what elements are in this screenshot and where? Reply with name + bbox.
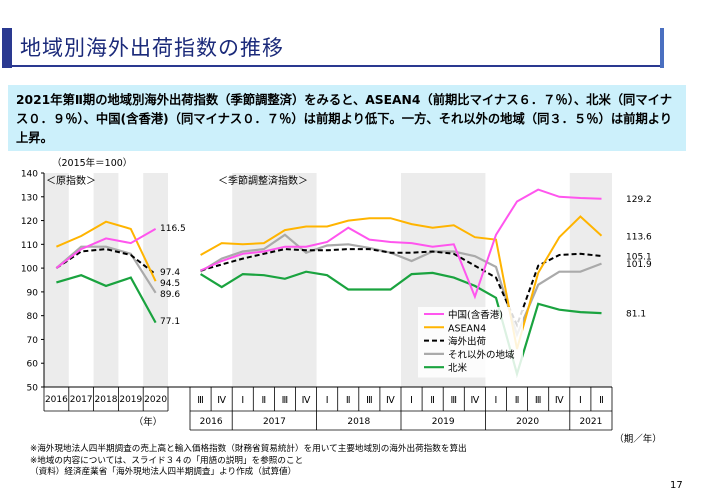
quarter-x-tick-label: Ⅳ [555, 395, 564, 406]
y-tick-label: 110 [21, 241, 38, 251]
page-number: 17 [670, 480, 683, 491]
annual-x-tick-label: 2019 [119, 395, 142, 405]
series-line-quarterly [200, 188, 602, 300]
year-label: 2018 [347, 417, 370, 427]
legend-label: 中国(含香港) [448, 309, 503, 321]
quarterly-data-label: 81.1 [626, 310, 646, 320]
quarter-x-tick-label: Ⅰ [579, 395, 582, 406]
left-panel-label: ＜原指数＞ [46, 174, 96, 187]
y-tick-label: 140 [21, 170, 38, 180]
year-label: 2019 [432, 417, 455, 427]
summary-box: 2021年第Ⅱ期の地域別海外出荷指数（季節調整済）をみると、ASEAN4（前期比… [8, 85, 686, 151]
quarter-x-tick-label: Ⅱ [515, 395, 520, 406]
legend-label: 北米 [448, 362, 468, 374]
annual-band [93, 173, 119, 387]
series-line-quarterly [200, 215, 603, 350]
quarter-x-tick-label: Ⅱ [430, 395, 435, 406]
footnote-3: （資料）経済産業省「海外現地法人四半期調査」より作成（試算値） [30, 467, 297, 477]
quarter-x-tick-label: Ⅲ [197, 395, 204, 406]
annual-x-tick-label: 2018 [95, 395, 118, 405]
footnote-1: ※海外現地法人四半期調査の売上高と輸入価格指数（財務省貿易統計）を用いて主要地域… [30, 444, 467, 454]
series-line-quarterly [200, 270, 602, 378]
quarter-x-tick-label: Ⅲ [535, 395, 542, 406]
y-tick-label: 60 [27, 360, 39, 370]
quarterly-data-label: 101.9 [626, 260, 652, 270]
year-label: 2021 [579, 417, 602, 427]
quarter-band [232, 173, 317, 387]
title-underline [10, 65, 662, 67]
quarterly-data-label: 105.1 [626, 252, 652, 262]
series-line-annual [56, 274, 157, 324]
title-right-rule [660, 28, 664, 68]
series-line-quarterly [200, 233, 602, 338]
annual-x-tick-label: 2017 [70, 395, 93, 405]
page-title: 地域別海外出荷指数の推移 [20, 36, 284, 60]
y-tick-label: 80 [27, 312, 39, 322]
annual-data-label: 97.4 [160, 268, 180, 278]
quarter-x-tick-label: Ⅲ [450, 395, 457, 406]
quarter-unit-label: （期／年） [614, 433, 662, 445]
series-line-annual [56, 220, 157, 282]
series-line-annual [55, 228, 157, 269]
quarter-x-tick-label: Ⅰ [495, 395, 498, 406]
annual-data-label: 94.5 [160, 279, 180, 289]
y-tick-label: 120 [21, 217, 38, 227]
annual-data-label: 89.6 [160, 290, 180, 300]
right-panel-label: ＜季節調整済指数＞ [218, 174, 308, 187]
y-tick-label: 50 [27, 384, 39, 394]
footnote-2: ※地域の内容については、スライド３４の「用語の説明」を参照のこと [30, 455, 304, 466]
annual-data-label: 116.5 [160, 224, 186, 234]
year-label: 2017 [263, 417, 286, 427]
y-tick-label: 100 [21, 265, 38, 275]
quarter-x-tick-label: Ⅳ [217, 395, 226, 406]
quarter-band [569, 173, 612, 387]
quarter-x-tick-label: Ⅰ [241, 395, 244, 406]
series-line-annual [55, 248, 157, 276]
annual-unit-label: （年） [134, 416, 163, 428]
annual-x-tick-label: 2020 [144, 395, 167, 405]
footnotes: ※海外現地法人四半期調査の売上高と輸入価格指数（財務省貿易統計）を用いて主要地域… [30, 444, 467, 479]
title-accent-bar [2, 28, 12, 68]
quarter-x-tick-label: Ⅳ [386, 395, 395, 406]
legend-label: それ以外の地域 [448, 349, 515, 361]
year-label: 2016 [200, 417, 223, 427]
quarter-x-tick-label: Ⅰ [326, 395, 329, 406]
quarterly-data-label: 129.2 [626, 195, 652, 205]
quarter-x-tick-label: Ⅳ [470, 395, 479, 406]
quarter-x-tick-label: Ⅰ [410, 395, 413, 406]
base-year-label: （2015年＝100） [52, 157, 132, 169]
quarter-x-tick-label: Ⅲ [366, 395, 373, 406]
y-tick-label: 90 [27, 288, 39, 298]
series-line-quarterly [200, 248, 602, 328]
quarter-x-tick-label: Ⅳ [302, 395, 311, 406]
title-bar: 地域別海外出荷指数の推移 [0, 28, 700, 68]
legend-label: 海外出荷 [448, 336, 487, 348]
quarter-x-tick-label: Ⅱ [346, 395, 351, 406]
legend-label: ASEAN4 [448, 323, 486, 334]
y-tick-label: 130 [21, 193, 38, 203]
quarter-x-tick-label: Ⅱ [599, 395, 604, 406]
quarterly-data-label: 113.6 [626, 232, 652, 242]
quarter-x-tick-label: Ⅲ [282, 395, 289, 406]
annual-data-label: 77.1 [160, 317, 180, 327]
year-label: 2020 [516, 417, 539, 427]
legend-background [418, 307, 523, 378]
series-line-annual [55, 245, 157, 294]
y-tick-label: 70 [27, 336, 39, 346]
annual-x-tick-label: 2016 [45, 395, 68, 405]
quarter-x-tick-label: Ⅱ [262, 395, 267, 406]
